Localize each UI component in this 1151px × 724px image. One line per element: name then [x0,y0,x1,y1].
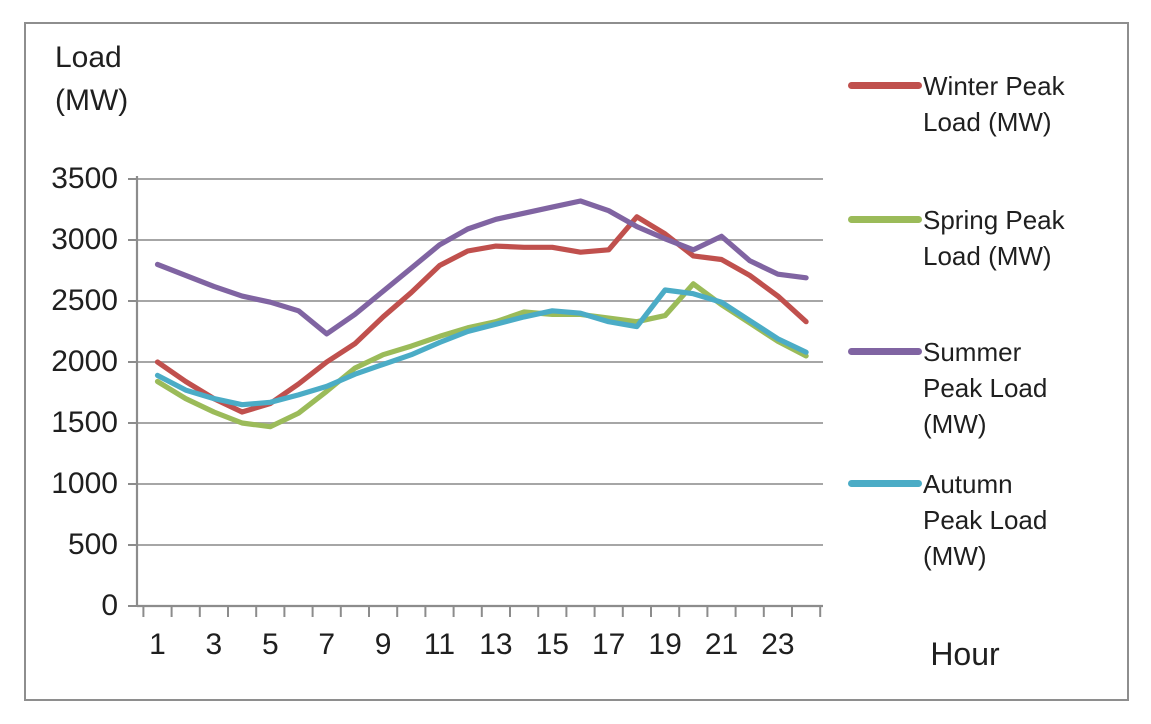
y-tick-label: 2000 [51,345,118,378]
legend-line-swatch [848,216,922,223]
y-tick-label: 1000 [51,467,118,500]
legend-line-swatch [848,480,922,487]
x-tick-label: 3 [205,628,223,661]
y-tick-label: 3000 [51,223,118,256]
x-tick-label: 17 [592,628,626,661]
legend-line-swatch [848,348,922,355]
legend-label: Winter Peak Load (MW) [923,71,1065,137]
series-line-winter [154,214,809,415]
x-tick-label: 23 [761,628,795,661]
legend-label: Summer Peak Load (MW) [923,337,1048,439]
x-tick-label: 21 [704,628,739,661]
x-tick-label: 9 [374,628,392,661]
legend-item-summer: Summer Peak Load (MW) [848,334,1073,442]
x-tick-label: 15 [535,628,569,661]
series-line-autumn [154,287,809,408]
chart-border [24,22,1129,701]
x-tick-label: 5 [261,628,279,661]
legend-item-autumn: Autumn Peak Load (MW) [848,466,1073,574]
legend-item-winter: Winter Peak Load (MW) [848,68,1073,140]
series-line-summer [154,198,809,337]
legend-label: Spring Peak Load (MW) [923,205,1065,271]
x-tick-label: 11 [423,628,456,661]
y-tick-label: 500 [67,528,118,561]
x-tick-label: 13 [479,628,513,661]
y-tick-label: 0 [101,589,118,622]
y-axis-title: Load (MW) [55,41,129,117]
legend-item-spring: Spring Peak Load (MW) [848,202,1073,274]
y-tick-label: 2500 [51,284,118,317]
y-tick-label: 1500 [51,406,118,439]
y-tick-label: 3500 [51,162,118,195]
legend-line-swatch [848,82,922,89]
x-tick-label: 1 [149,628,166,661]
x-tick-label: 7 [318,628,336,661]
x-tick-label: 19 [648,628,682,661]
legend-label: Autumn Peak Load (MW) [923,469,1048,571]
x-axis-title: Hour [930,636,1000,672]
series-line-spring [154,281,809,430]
